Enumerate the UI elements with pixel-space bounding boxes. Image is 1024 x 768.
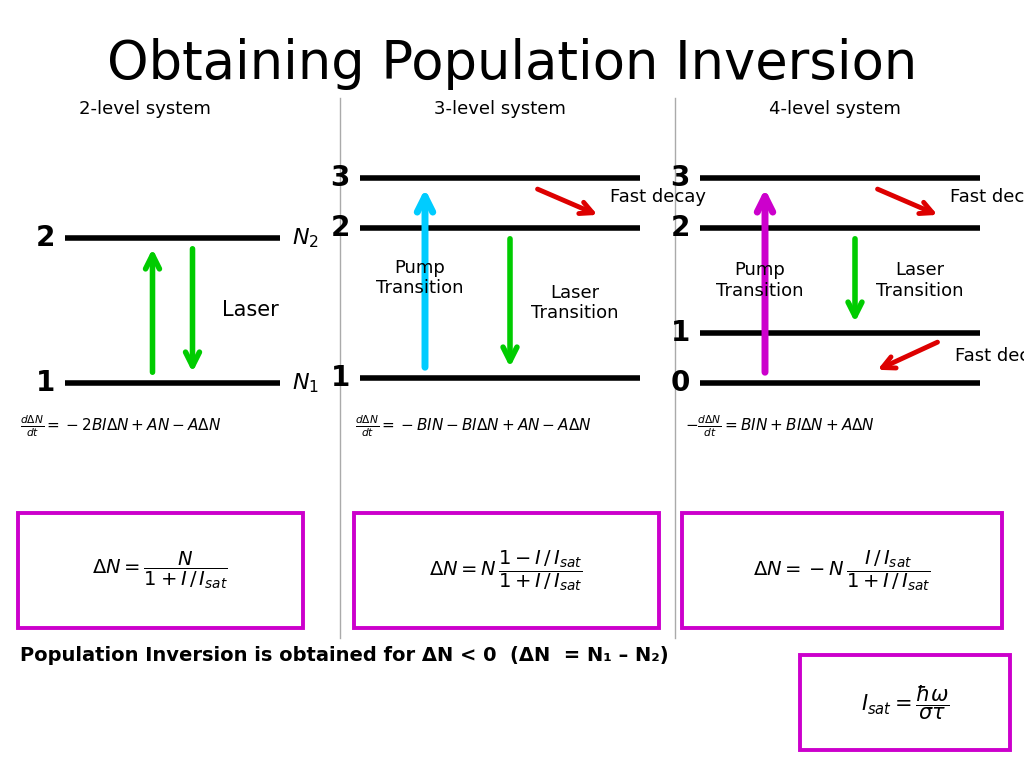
Text: Laser
Transition: Laser Transition [531, 283, 618, 323]
Text: 4-level system: 4-level system [769, 100, 901, 118]
Bar [18, 513, 303, 628]
Text: $-\frac{d\Delta N}{dt} = BIN + BI\Delta N + A\Delta N$: $-\frac{d\Delta N}{dt} = BIN + BI\Delta … [685, 413, 874, 439]
Text: $I_{sat} = \dfrac{\hbar\omega}{\sigma\tau}$: $I_{sat} = \dfrac{\hbar\omega}{\sigma\ta… [860, 684, 949, 722]
Text: 2-level system: 2-level system [79, 100, 211, 118]
Text: Fast decay: Fast decay [610, 188, 706, 206]
Text: Fast decay: Fast decay [955, 347, 1024, 365]
Bar [800, 655, 1010, 750]
Text: Pump
Transition: Pump Transition [376, 259, 464, 297]
Text: 0: 0 [671, 369, 690, 397]
Text: Obtaining Population Inversion: Obtaining Population Inversion [106, 38, 918, 90]
Text: $\Delta N = N\,\dfrac{1 - I\,/\,I_{sat}}{1 + I\,/\,I_{sat}}$: $\Delta N = N\,\dfrac{1 - I\,/\,I_{sat}}… [429, 548, 583, 593]
Text: 2: 2 [36, 224, 55, 252]
Text: 2: 2 [671, 214, 690, 242]
Text: 1: 1 [36, 369, 55, 397]
Text: Population Inversion is obtained for ΔN < 0  (ΔN  = N₁ – N₂): Population Inversion is obtained for ΔN … [20, 646, 669, 665]
Text: Pump
Transition: Pump Transition [716, 261, 804, 300]
Text: $\Delta N = \dfrac{N}{1 + I\,/\,I_{sat}}$: $\Delta N = \dfrac{N}{1 + I\,/\,I_{sat}}… [92, 550, 228, 591]
Text: 3-level system: 3-level system [434, 100, 566, 118]
Bar [682, 513, 1002, 628]
Text: 3: 3 [331, 164, 350, 192]
Text: Laser
Transition: Laser Transition [877, 261, 964, 300]
Text: 3: 3 [671, 164, 690, 192]
Text: 1: 1 [671, 319, 690, 347]
Text: $\frac{d\Delta N}{dt} = -2BI\Delta N + AN - A\Delta N$: $\frac{d\Delta N}{dt} = -2BI\Delta N + A… [20, 413, 221, 439]
Bar [354, 513, 659, 628]
Text: $\Delta N = -N\,\dfrac{I\,/\,I_{sat}}{1 + I\,/\,I_{sat}}$: $\Delta N = -N\,\dfrac{I\,/\,I_{sat}}{1 … [754, 548, 931, 593]
Text: 1: 1 [331, 364, 350, 392]
Text: 2: 2 [331, 214, 350, 242]
Text: Fast decay: Fast decay [950, 188, 1024, 206]
Text: $\frac{d\Delta N}{dt} = -BIN - BI\Delta N + AN - A\Delta N$: $\frac{d\Delta N}{dt} = -BIN - BI\Delta … [355, 413, 592, 439]
Text: $N_1$: $N_1$ [292, 371, 319, 395]
Text: Laser: Laser [222, 300, 280, 320]
Text: $N_2$: $N_2$ [292, 227, 318, 250]
